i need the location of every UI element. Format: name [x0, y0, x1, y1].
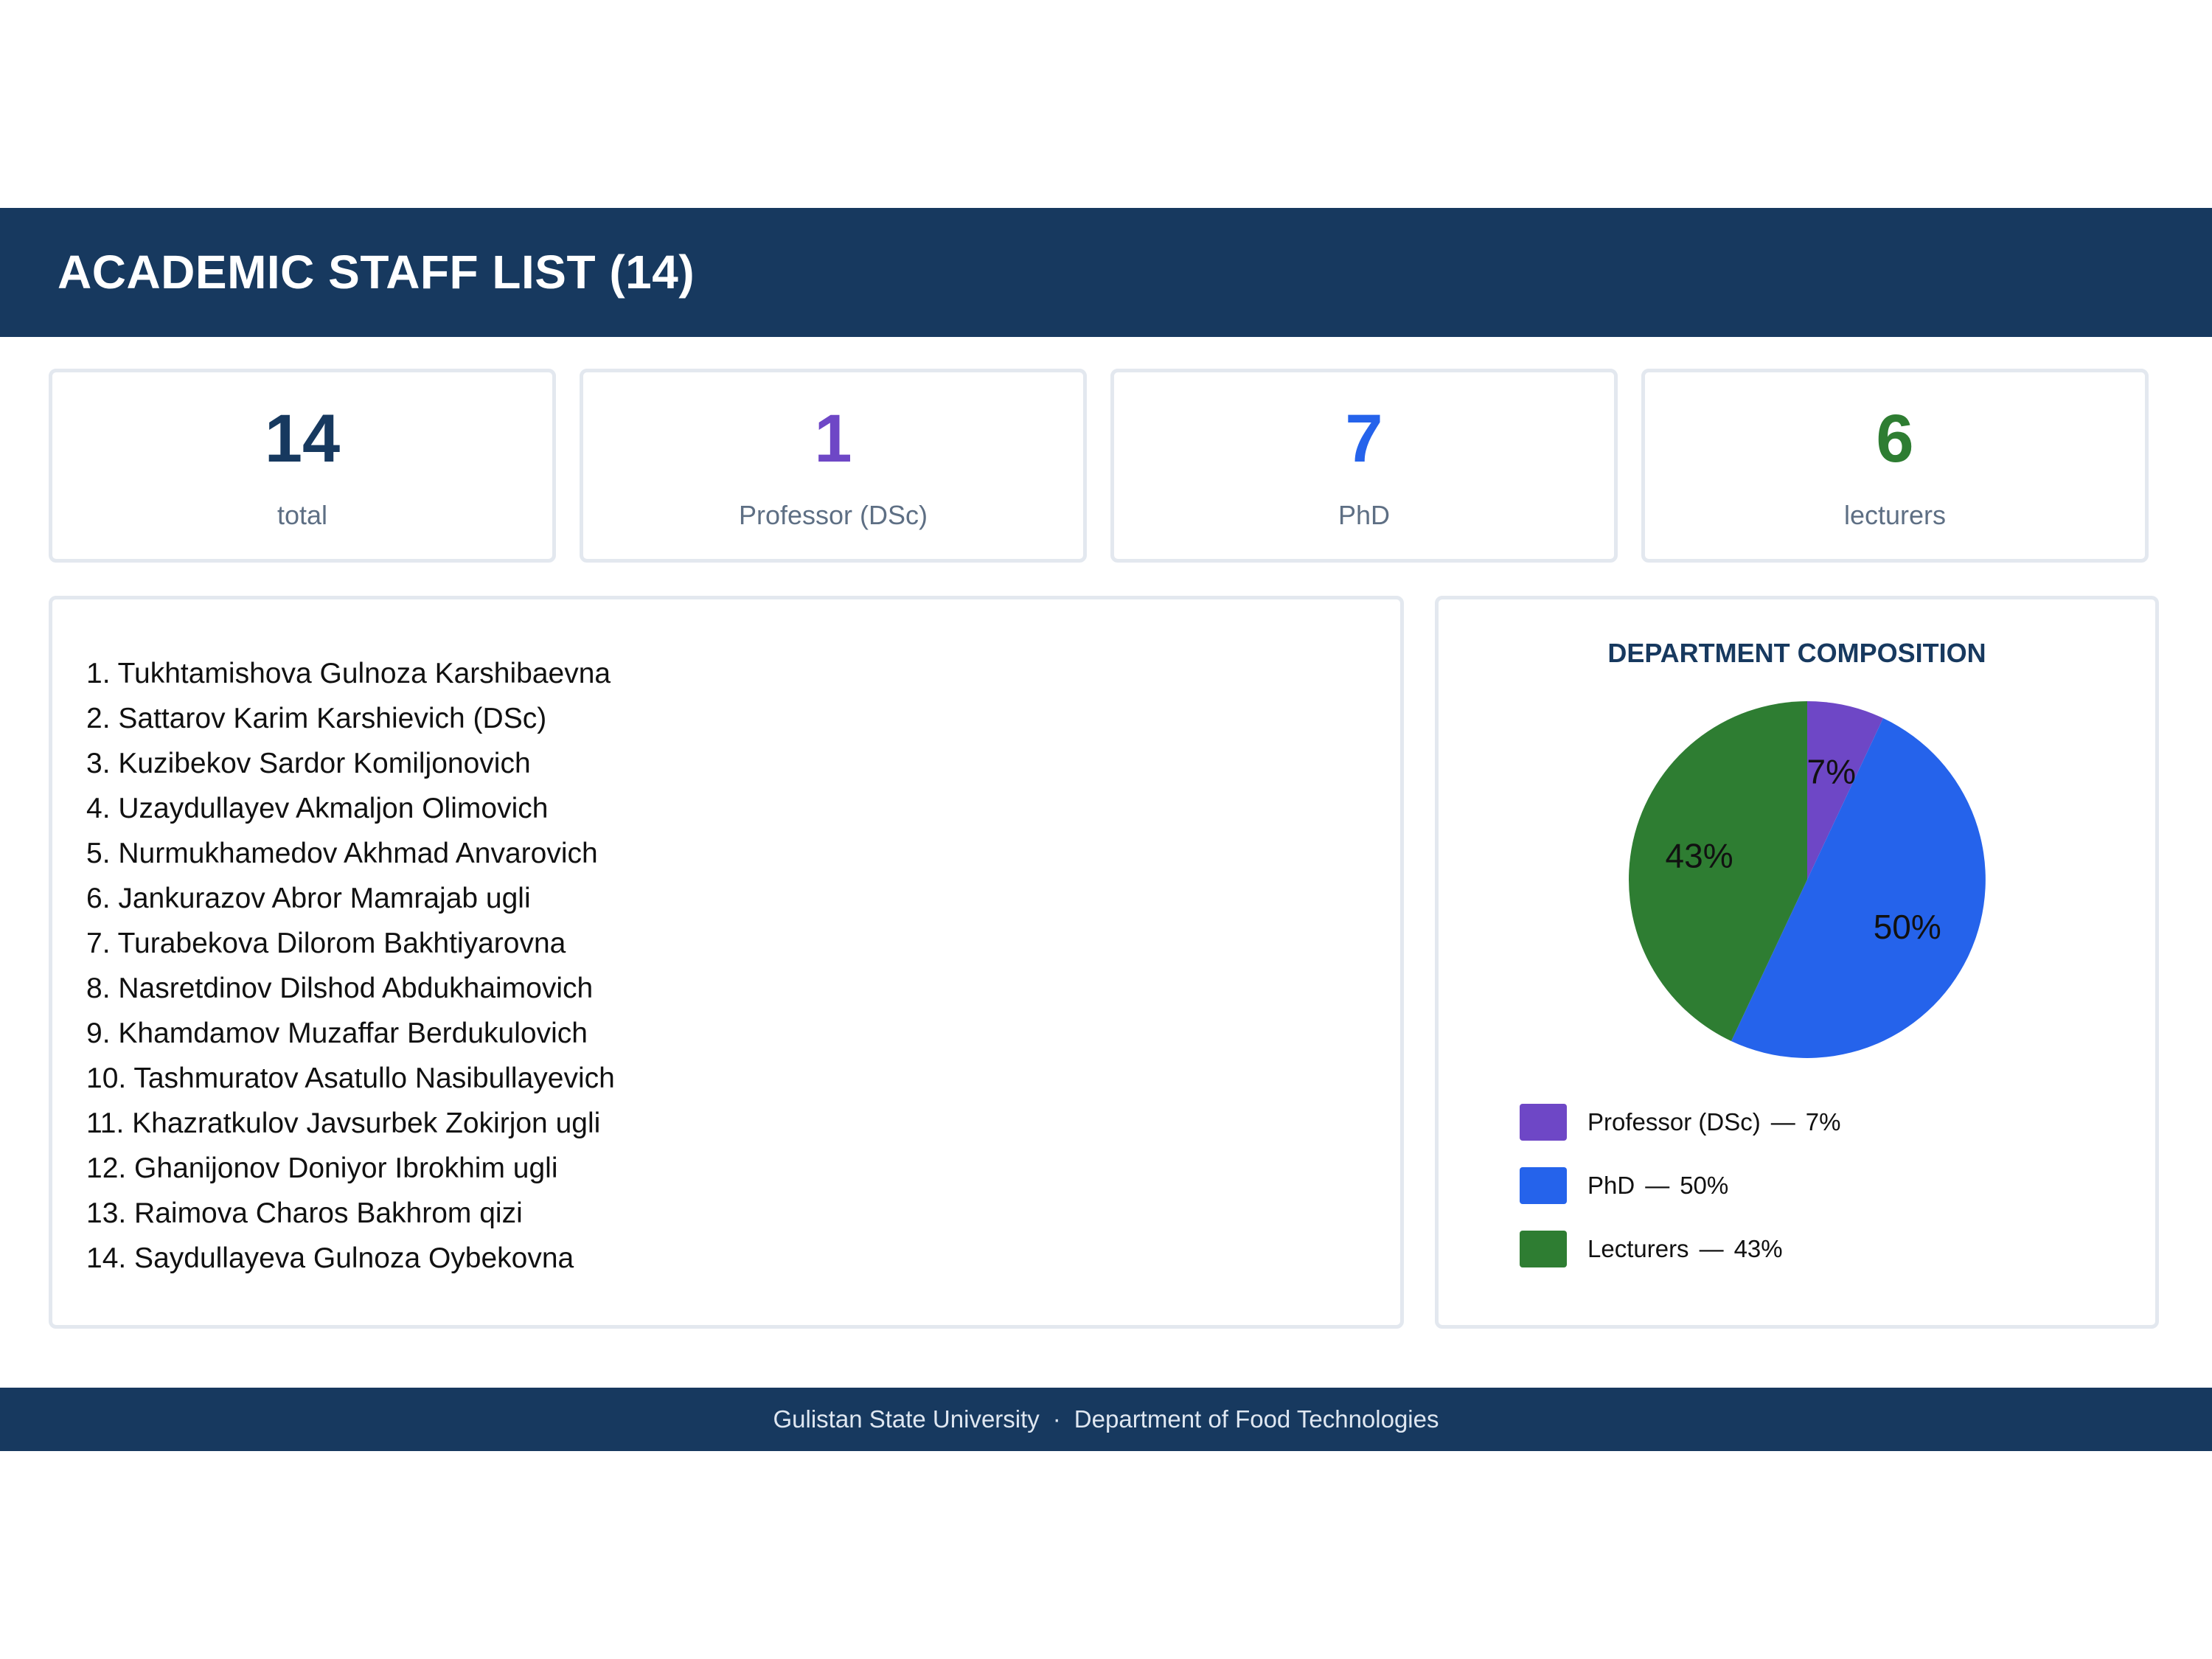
header-bar: ACADEMIC STAFF LIST (14) — [0, 208, 2212, 337]
list-item: 5. Nurmukhamedov Akhmad Anvarovich — [86, 838, 598, 869]
legend-label-professor: Professor (DSc) — [1587, 1108, 1761, 1135]
footer-university: Gulistan State University — [773, 1405, 1040, 1433]
pie-slice-lecturers — [1629, 701, 1807, 1041]
legend-label-phd: PhD — [1587, 1172, 1635, 1199]
list-item: 10. Tashmuratov Asatullo Nasibullayevich — [86, 1062, 615, 1094]
pie-label-phd: 50% — [1874, 908, 1941, 946]
legend-value-lecturers: 43% — [1733, 1235, 1783, 1262]
chart-panel: DEPARTMENT COMPOSITION 7% 50% 43% Professo… — [1435, 596, 2159, 1329]
stat-label-phd: PhD — [1338, 500, 1391, 530]
page-title: ACADEMIC STAFF LIST (14) — [58, 246, 695, 299]
list-item: 2. Sattarov Karim Karshievich (DSc) — [86, 703, 547, 734]
legend-value-professor: 7% — [1805, 1108, 1841, 1135]
list-item: 8. Nasretdinov Dilshod Abdukhaimovich — [86, 973, 594, 1004]
stat-label-lecturers: lecturers — [1843, 500, 1947, 530]
pie-label-lecturers: 43% — [1666, 836, 1733, 874]
stat-label-professor: Professor (DSc) — [738, 500, 928, 530]
list-item: 1. Tukhtamishova Gulnoza Karshibaevna — [86, 658, 611, 689]
footer-department: Department of Food Technologies — [1074, 1405, 1439, 1433]
stat-value-professor: 1 — [814, 401, 852, 476]
pie-chart: 7% 50% 43% — [1629, 701, 1986, 1058]
legend-swatch-lecturers — [1520, 1231, 1567, 1267]
chart-title: DEPARTMENT COMPOSITION — [1607, 638, 1986, 668]
list-item: 4. Uzaydullayev Akmaljon Olimovich — [86, 793, 549, 824]
list-item: 9. Khamdamov Muzaffar Berdukulovich — [86, 1018, 588, 1049]
stat-card-lecturers: 6 lecturers — [1641, 369, 2149, 563]
stat-value-lecturers: 6 — [1876, 401, 1914, 476]
stat-label-total: total — [276, 500, 328, 530]
staff-list-panel: 1. Tukhtamishova Gulnoza Karshibaevna 2.… — [49, 596, 1404, 1329]
list-item: 13. Raimova Charos Bakhrom qizi — [86, 1197, 523, 1229]
pie-label-professor: 7% — [1806, 753, 1855, 791]
footer-separator: · — [1052, 1405, 1061, 1433]
list-item: 3. Kuzibekov Sardor Komiljonovich — [86, 748, 531, 779]
list-item: 6. Jankurazov Abror Mamrajab ugli — [86, 883, 531, 914]
legend-swatch-phd — [1520, 1167, 1567, 1204]
stat-card-total: 14 total — [49, 369, 556, 563]
footer-bar: Gulistan State University · Department of … — [0, 1388, 2212, 1451]
stat-card-professor: 1 Professor (DSc) — [580, 369, 1087, 563]
pie-slice-professor — [1807, 701, 1884, 880]
list-item: 14. Saydullayeva Gulnoza Oybekovna — [86, 1242, 574, 1274]
pie-slice-phd — [1731, 718, 1986, 1058]
legend-label-lecturers: Lecturers — [1587, 1235, 1689, 1262]
stat-value-total: 14 — [264, 401, 341, 476]
staff-list: 1. Tukhtamishova Gulnoza Karshibaevna 2.… — [86, 651, 615, 1281]
stat-card-phd: 7 PhD — [1110, 369, 1618, 563]
list-item: 7. Turabekova Dilorom Bakhtiyarovna — [86, 928, 566, 959]
legend-value-phd: 50% — [1680, 1172, 1729, 1199]
list-item: 11. Khazratkulov Javsurbek Zokirjon ugli — [86, 1107, 601, 1139]
stat-value-phd: 7 — [1345, 401, 1383, 476]
list-item: 12. Ghanijonov Doniyor Ibrokhim ugli — [86, 1152, 558, 1184]
legend-swatch-professor — [1520, 1104, 1567, 1141]
